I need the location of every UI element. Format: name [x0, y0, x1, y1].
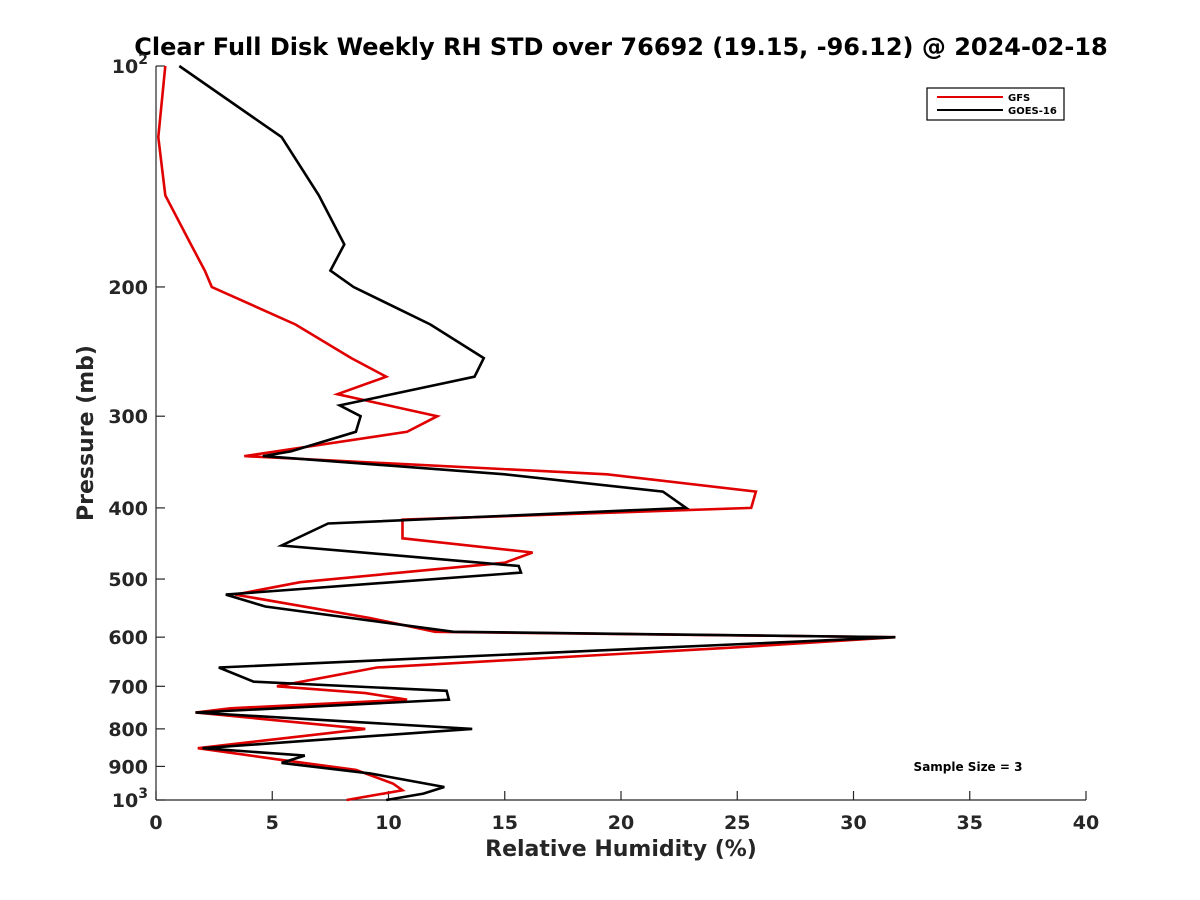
y-tick-label: 800	[108, 719, 148, 741]
y-tick-label: 700	[108, 676, 148, 698]
y-axis-label: Pressure (mb)	[74, 345, 99, 521]
x-tick-label: 35	[957, 812, 983, 834]
y-tick-label: 300	[108, 406, 148, 428]
x-tick-label: 40	[1073, 812, 1099, 834]
y-tick-label: 103	[112, 786, 148, 812]
legend: GFS GOES-16	[926, 87, 1065, 121]
x-tick-label: 25	[724, 812, 750, 834]
x-tick-label: 10	[375, 812, 401, 834]
legend-box	[926, 87, 1065, 121]
x-tick-label: 20	[608, 812, 634, 834]
series-layer	[156, 64, 896, 802]
legend-label-goes-16: GOES-16	[1008, 106, 1057, 117]
x-tick-label: 15	[492, 812, 518, 834]
y-tick-label: 500	[108, 569, 148, 591]
chart-title: Clear Full Disk Weekly RH STD over 76692…	[134, 33, 1107, 61]
x-axis-label: Relative Humidity (%)	[485, 837, 757, 862]
y-axis-ticks: 102 200 300 400 500 600 700 800 900 103	[108, 52, 165, 812]
y-tick-label: 102	[112, 52, 148, 78]
series-line-gfs	[156, 65, 896, 802]
sample-size-annotation: Sample Size = 3	[914, 760, 1023, 774]
y-tick-label: 600	[108, 627, 148, 649]
x-tick-label: 5	[266, 812, 279, 834]
series-line-goes-16	[178, 64, 896, 802]
y-tick-label: 400	[108, 498, 148, 520]
y-tick-label: 900	[108, 756, 148, 778]
y-tick-label: 200	[108, 277, 148, 299]
x-tick-label: 30	[840, 812, 866, 834]
x-tick-label: 0	[149, 812, 162, 834]
x-axis-ticks: 0 5 10 15 20 25 30 35 40	[149, 791, 1099, 834]
legend-label-gfs: GFS	[1008, 93, 1030, 104]
